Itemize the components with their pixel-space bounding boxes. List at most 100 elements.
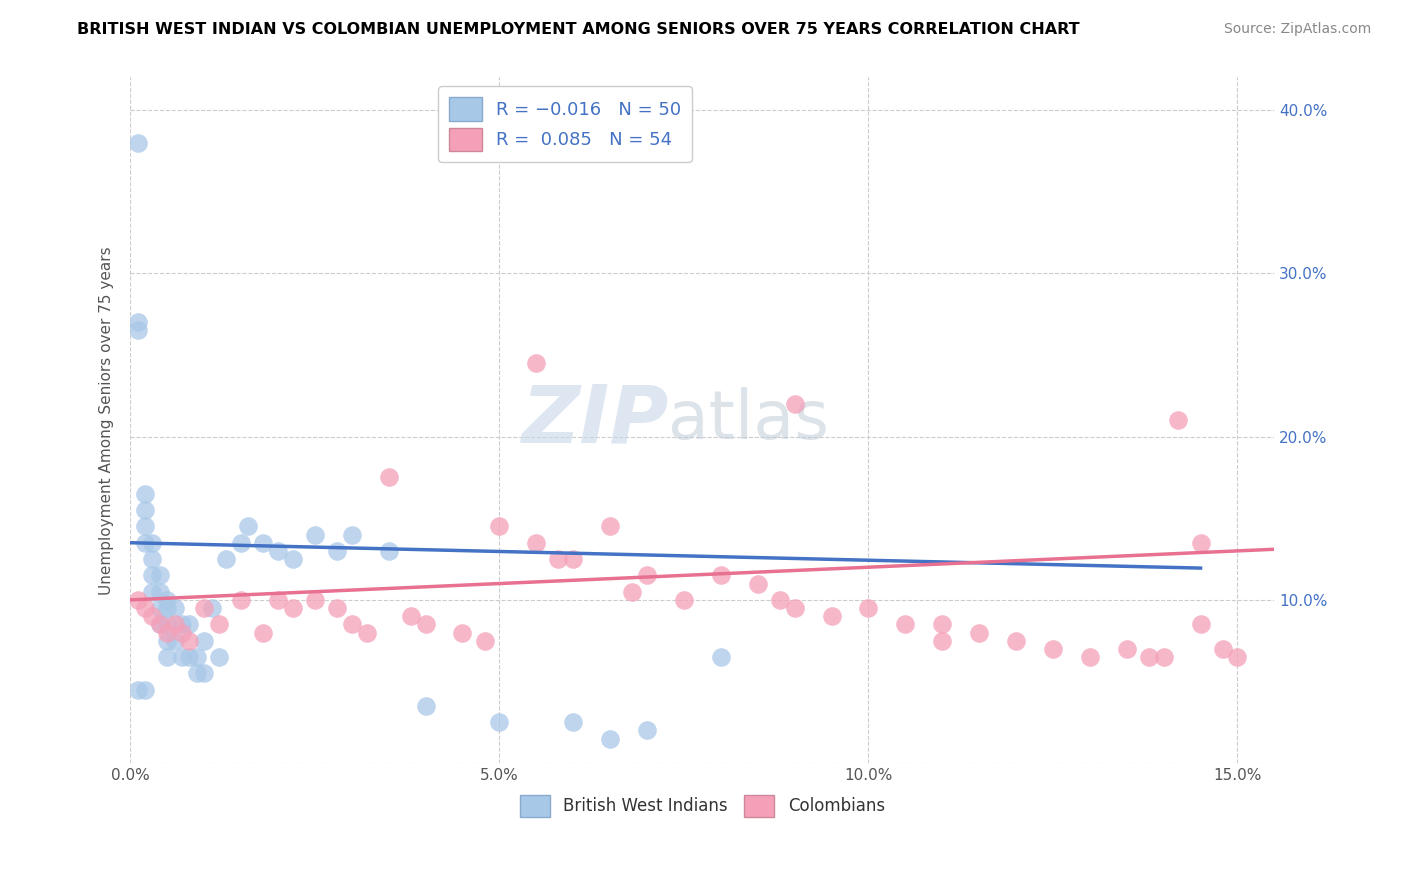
Point bbox=[1042, 641, 1064, 656]
Point bbox=[599, 731, 621, 746]
Point bbox=[747, 576, 769, 591]
Point bbox=[208, 617, 231, 632]
Point bbox=[134, 487, 156, 501]
Text: atlas: atlas bbox=[668, 387, 830, 453]
Point bbox=[156, 625, 179, 640]
Point bbox=[1167, 413, 1189, 427]
Point bbox=[127, 592, 149, 607]
Point bbox=[1153, 650, 1175, 665]
Point bbox=[488, 715, 510, 730]
Point bbox=[141, 568, 163, 582]
Legend: British West Indians, Colombians: British West Indians, Colombians bbox=[513, 789, 891, 823]
Point bbox=[149, 584, 172, 599]
Point bbox=[127, 324, 149, 338]
Point bbox=[377, 470, 399, 484]
Point bbox=[170, 617, 193, 632]
Point bbox=[127, 682, 149, 697]
Point bbox=[451, 625, 474, 640]
Point bbox=[170, 625, 193, 640]
Point bbox=[1189, 535, 1212, 549]
Point bbox=[134, 682, 156, 697]
Point bbox=[134, 535, 156, 549]
Point bbox=[399, 609, 422, 624]
Point bbox=[163, 633, 186, 648]
Point bbox=[179, 650, 201, 665]
Point bbox=[149, 617, 172, 632]
Point bbox=[134, 519, 156, 533]
Point bbox=[326, 544, 349, 558]
Point bbox=[267, 592, 290, 607]
Point bbox=[252, 535, 274, 549]
Point bbox=[127, 315, 149, 329]
Point bbox=[820, 609, 842, 624]
Point bbox=[562, 552, 585, 566]
Point bbox=[163, 617, 186, 632]
Point bbox=[141, 584, 163, 599]
Point bbox=[710, 650, 733, 665]
Point bbox=[562, 715, 585, 730]
Point bbox=[156, 633, 179, 648]
Point bbox=[340, 617, 363, 632]
Point bbox=[769, 592, 792, 607]
Point bbox=[156, 650, 179, 665]
Point bbox=[858, 601, 880, 615]
Point bbox=[141, 552, 163, 566]
Point bbox=[156, 592, 179, 607]
Point bbox=[894, 617, 917, 632]
Point bbox=[252, 625, 274, 640]
Point bbox=[377, 544, 399, 558]
Point bbox=[281, 552, 304, 566]
Point bbox=[229, 535, 252, 549]
Point bbox=[200, 601, 222, 615]
Point bbox=[156, 601, 179, 615]
Point bbox=[179, 617, 201, 632]
Point bbox=[304, 527, 326, 541]
Point bbox=[636, 568, 658, 582]
Point bbox=[710, 568, 733, 582]
Point bbox=[415, 617, 437, 632]
Point bbox=[1005, 633, 1028, 648]
Point bbox=[1189, 617, 1212, 632]
Point bbox=[488, 519, 510, 533]
Point bbox=[186, 666, 208, 681]
Point bbox=[524, 535, 547, 549]
Point bbox=[415, 698, 437, 713]
Point bbox=[134, 503, 156, 517]
Point bbox=[326, 601, 349, 615]
Point bbox=[356, 625, 378, 640]
Point bbox=[208, 650, 231, 665]
Point bbox=[149, 617, 172, 632]
Point bbox=[340, 527, 363, 541]
Point bbox=[141, 535, 163, 549]
Y-axis label: Unemployment Among Seniors over 75 years: Unemployment Among Seniors over 75 years bbox=[100, 246, 114, 595]
Point bbox=[281, 601, 304, 615]
Point bbox=[163, 601, 186, 615]
Point bbox=[134, 601, 156, 615]
Point bbox=[179, 633, 201, 648]
Point bbox=[783, 397, 806, 411]
Point bbox=[149, 568, 172, 582]
Point bbox=[1137, 650, 1160, 665]
Point bbox=[193, 601, 215, 615]
Point bbox=[599, 519, 621, 533]
Point bbox=[267, 544, 290, 558]
Point bbox=[524, 356, 547, 370]
Point bbox=[474, 633, 496, 648]
Point bbox=[141, 609, 163, 624]
Point bbox=[636, 723, 658, 738]
Point bbox=[193, 633, 215, 648]
Point bbox=[186, 650, 208, 665]
Point bbox=[215, 552, 238, 566]
Point bbox=[672, 592, 695, 607]
Point bbox=[170, 650, 193, 665]
Point bbox=[193, 666, 215, 681]
Text: Source: ZipAtlas.com: Source: ZipAtlas.com bbox=[1223, 22, 1371, 37]
Text: BRITISH WEST INDIAN VS COLOMBIAN UNEMPLOYMENT AMONG SENIORS OVER 75 YEARS CORREL: BRITISH WEST INDIAN VS COLOMBIAN UNEMPLO… bbox=[77, 22, 1080, 37]
Point bbox=[304, 592, 326, 607]
Point bbox=[149, 601, 172, 615]
Point bbox=[783, 601, 806, 615]
Point bbox=[1226, 650, 1249, 665]
Point bbox=[547, 552, 569, 566]
Point bbox=[156, 617, 179, 632]
Point bbox=[931, 617, 953, 632]
